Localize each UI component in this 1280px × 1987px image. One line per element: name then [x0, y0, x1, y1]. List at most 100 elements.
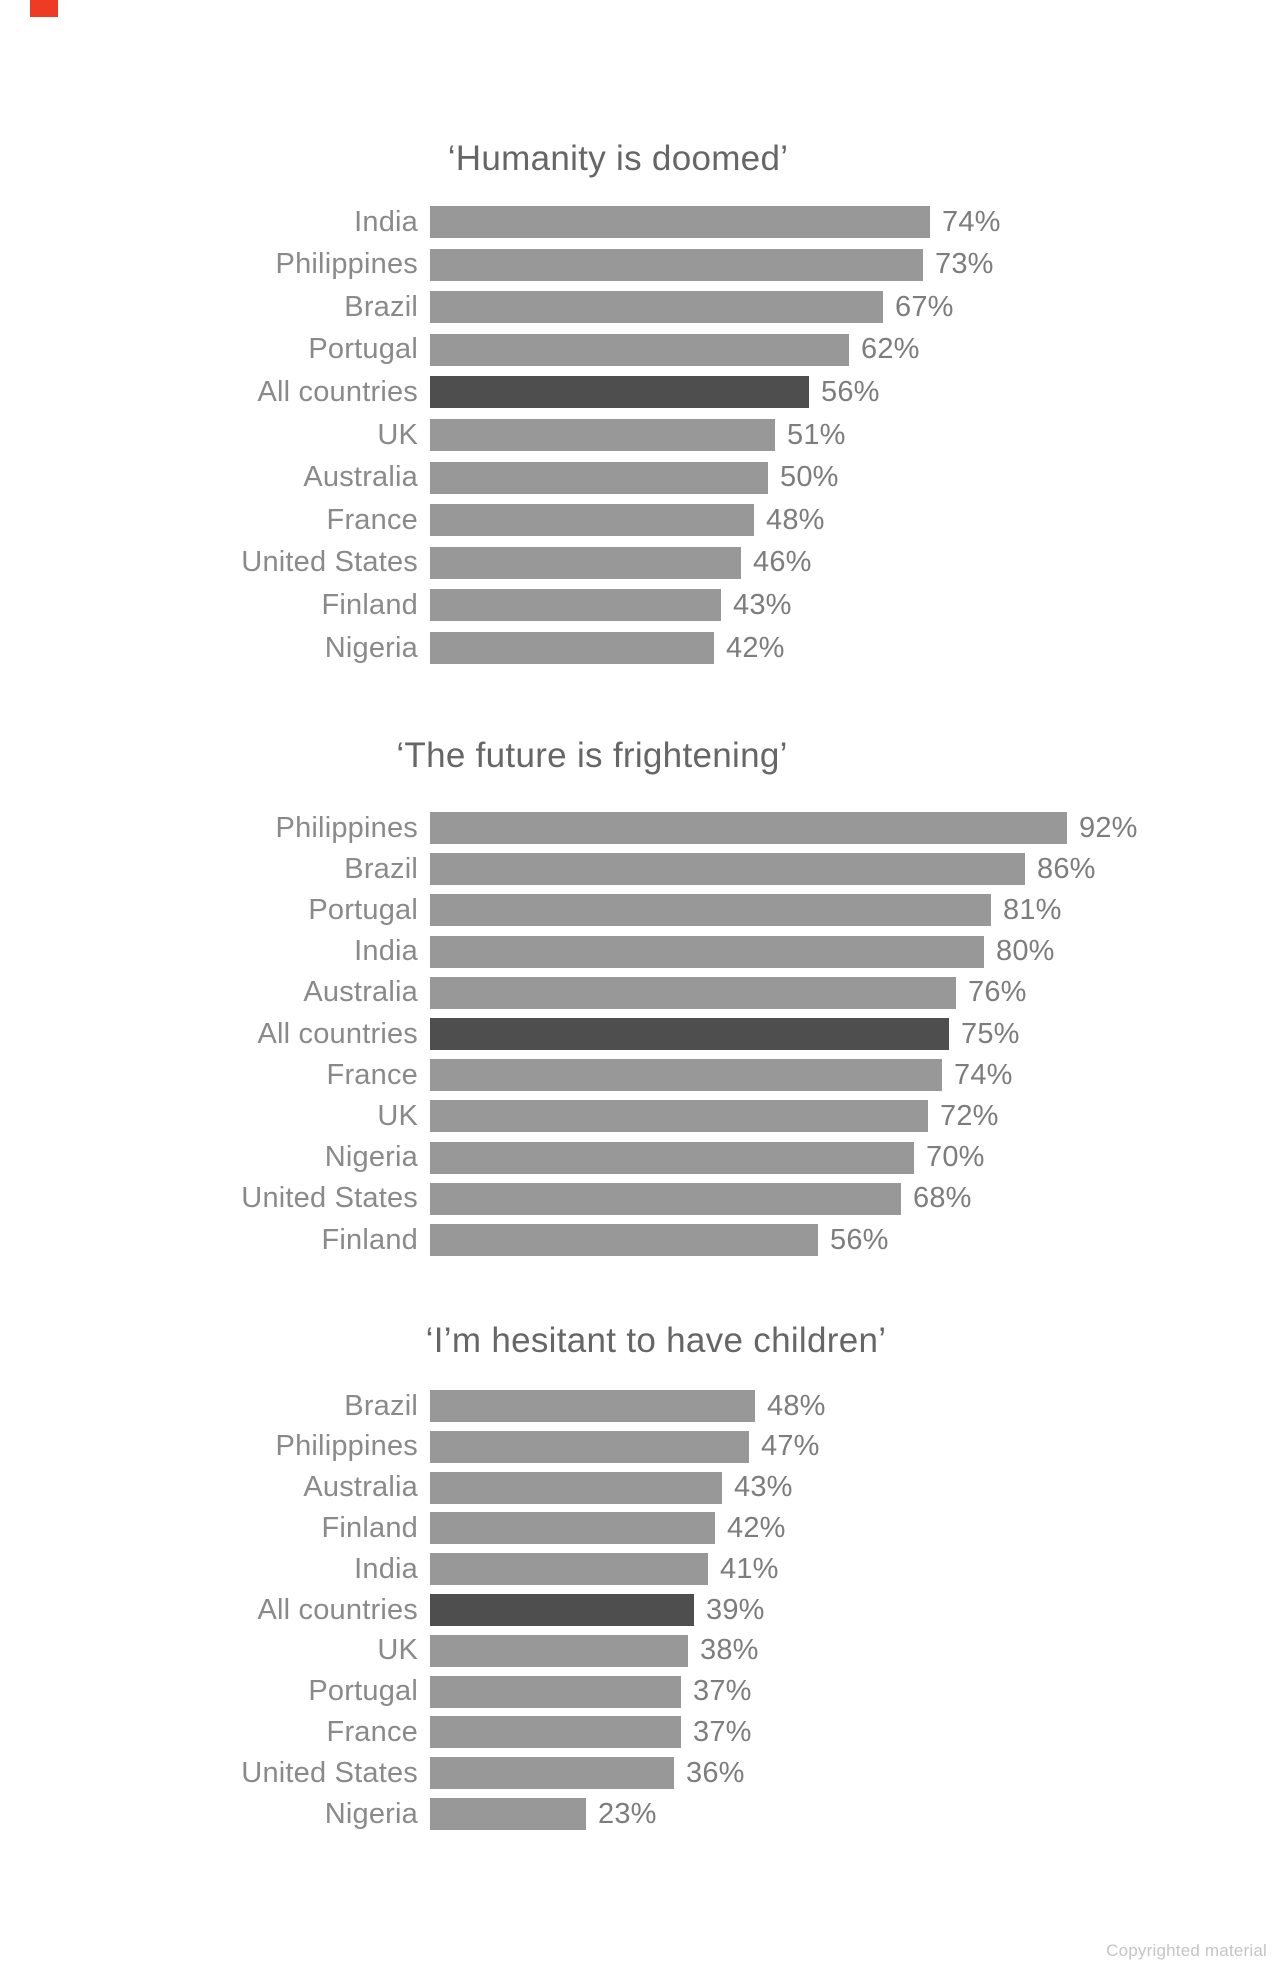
chart-row: Portugal 62% [0, 333, 1280, 366]
bar [430, 206, 930, 238]
bar [430, 504, 754, 537]
chart-row: All countries 56% [0, 375, 1280, 409]
chart-row: India 80% [0, 935, 1280, 968]
chart-title: ‘Humanity is doomed’ [447, 139, 789, 178]
value-label: 48% [767, 1389, 826, 1422]
value-label: 81% [1003, 893, 1062, 926]
chart-row: UK 51% [0, 419, 1280, 451]
bar [430, 419, 775, 451]
category-label: United States [241, 546, 418, 579]
chart-row: Philippines 47% [0, 1430, 1280, 1463]
chart-row: France 74% [0, 1058, 1280, 1092]
category-label: All countries [257, 1593, 418, 1626]
value-label: 67% [895, 290, 954, 323]
bar [430, 1059, 942, 1092]
bar [430, 461, 768, 494]
bar [430, 935, 984, 968]
chart-row: Philippines 92% [0, 812, 1280, 844]
value-label: 76% [968, 976, 1027, 1009]
chart-title: ‘I’m hesitant to have children’ [425, 1321, 887, 1360]
category-label: Finland [321, 1223, 418, 1256]
value-label: 37% [693, 1715, 752, 1748]
bar [430, 1634, 688, 1667]
chart-row: Nigeria 23% [0, 1798, 1280, 1830]
bar [430, 894, 991, 927]
value-label: 37% [693, 1675, 752, 1708]
bar [430, 976, 956, 1009]
category-label: Philippines [275, 811, 418, 844]
value-label: 56% [821, 375, 880, 408]
value-label: 23% [598, 1797, 657, 1830]
category-label: France [326, 1058, 418, 1091]
bar-highlighted [430, 1594, 694, 1626]
category-label: UK [377, 1099, 418, 1132]
chart-row: France 48% [0, 503, 1280, 537]
value-label: 48% [766, 503, 825, 536]
value-label: 43% [734, 1471, 793, 1504]
category-label: All countries [257, 1017, 418, 1050]
bar [430, 1716, 681, 1749]
chart-row: India 74% [0, 206, 1280, 238]
bar [430, 1224, 818, 1256]
value-label: 80% [996, 935, 1055, 968]
chart-row: United States 36% [0, 1756, 1280, 1790]
bar [430, 1430, 749, 1463]
chart-row: India 41% [0, 1552, 1280, 1586]
bar [430, 1390, 755, 1422]
bar [430, 1675, 681, 1708]
bar [430, 589, 721, 622]
category-label: Philippines [275, 248, 418, 281]
category-label: Brazil [344, 1389, 418, 1422]
value-label: 36% [686, 1756, 745, 1789]
red-bookmark-marker [30, 0, 58, 17]
chart-row: UK 38% [0, 1634, 1280, 1667]
value-label: 62% [861, 333, 920, 366]
category-label: Philippines [275, 1430, 418, 1463]
bar [430, 291, 883, 324]
chart-row: Australia 50% [0, 461, 1280, 494]
category-label: India [354, 1552, 418, 1585]
chart-row: Finland 43% [0, 588, 1280, 622]
value-label: 38% [700, 1634, 759, 1667]
category-label: Finland [321, 1511, 418, 1544]
bar [430, 1182, 901, 1215]
value-label: 70% [926, 1141, 985, 1174]
category-label: Australia [303, 1471, 418, 1504]
value-label: 86% [1037, 852, 1096, 885]
category-label: United States [241, 1756, 418, 1789]
chart-row: Nigeria 70% [0, 1141, 1280, 1174]
bar [430, 248, 923, 281]
chart-row: Brazil 67% [0, 290, 1280, 324]
bar [430, 546, 741, 579]
chart-row: France 37% [0, 1715, 1280, 1749]
value-label: 56% [830, 1223, 889, 1256]
chart-row: Australia 76% [0, 976, 1280, 1009]
chart-row: All countries 39% [0, 1594, 1280, 1626]
category-label: Portugal [308, 1675, 418, 1708]
value-label: 72% [940, 1099, 999, 1132]
value-label: 42% [727, 1511, 786, 1544]
bar [430, 632, 714, 664]
value-label: 68% [913, 1182, 972, 1215]
footer-text: Copyrighted material [1106, 1941, 1267, 1960]
bar [430, 812, 1067, 844]
value-label: 47% [761, 1430, 820, 1463]
value-label: 73% [935, 248, 994, 281]
bar [430, 333, 849, 366]
value-label: 43% [733, 588, 792, 621]
category-label: Nigeria [324, 1797, 418, 1830]
chart-row: Finland 56% [0, 1224, 1280, 1256]
bar [430, 1100, 928, 1133]
category-label: Portugal [308, 893, 418, 926]
category-label: France [326, 503, 418, 536]
value-label: 50% [780, 461, 839, 494]
category-label: Portugal [308, 333, 418, 366]
value-label: 46% [753, 546, 812, 579]
bar [430, 1471, 722, 1504]
bar [430, 1798, 586, 1830]
category-label: Nigeria [324, 1141, 418, 1174]
category-label: Nigeria [324, 631, 418, 664]
